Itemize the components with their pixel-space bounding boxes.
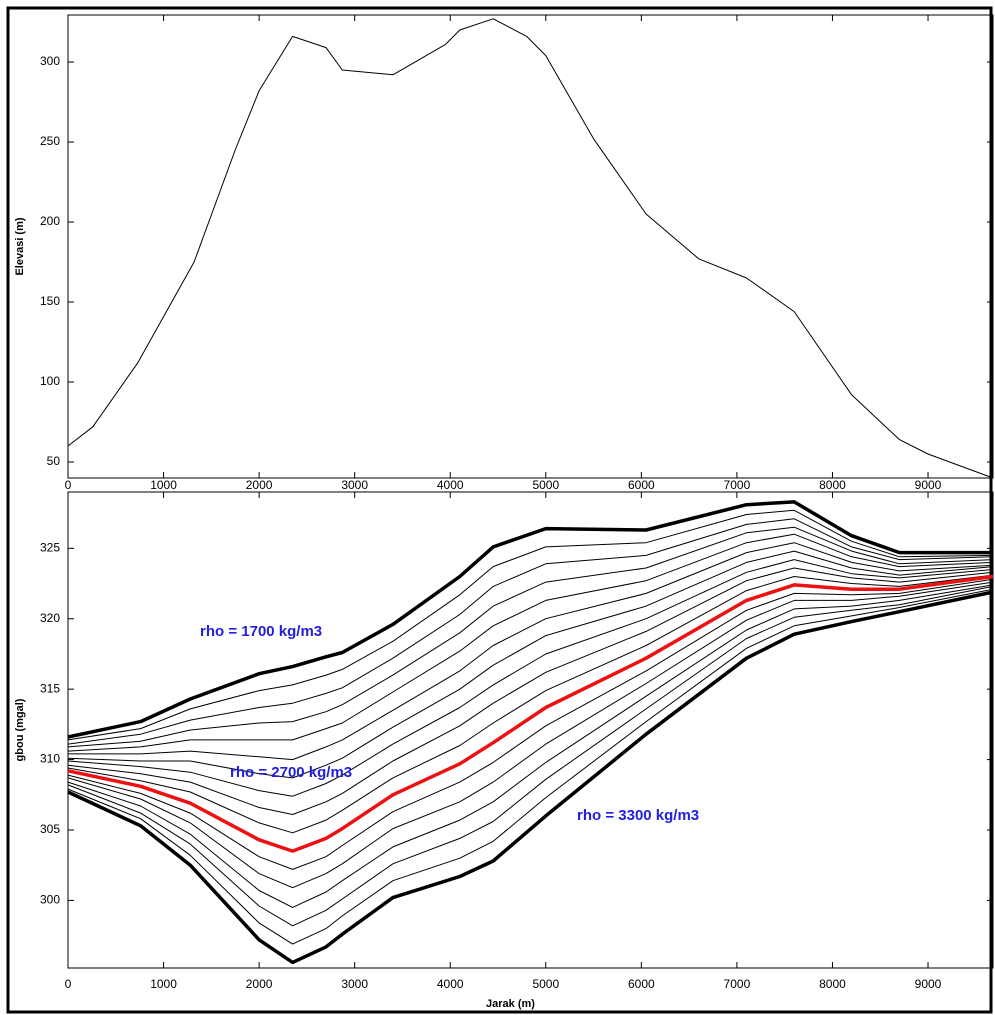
y-tick-label: 305 — [40, 822, 60, 836]
y-tick-label: 300 — [40, 54, 60, 68]
y-tick-label: 250 — [40, 134, 60, 148]
background — [1, 1, 994, 1014]
x-tick-label: 2000 — [246, 478, 273, 492]
y-tick-label: 100 — [40, 374, 60, 388]
x-tick-label: 8000 — [819, 478, 846, 492]
x-tick-label: 1000 — [150, 478, 177, 492]
x-tick-label: 7000 — [724, 478, 751, 492]
y-tick-label: 320 — [40, 611, 60, 625]
x-tick-label: 7000 — [724, 977, 751, 991]
x-tick-label: 0 — [65, 977, 72, 991]
x-tick-label: 5000 — [532, 977, 559, 991]
x-tick-label: 4000 — [437, 478, 464, 492]
annotation: rho = 3300 kg/m3 — [577, 807, 699, 824]
y-tick-label: 325 — [40, 541, 60, 555]
y-tick-label: 200 — [40, 214, 60, 228]
annotation: rho = 2700 kg/m3 — [230, 764, 352, 781]
y-tick-label: 310 — [40, 752, 60, 766]
y-axis-label: gbou (mgal) — [14, 698, 26, 761]
y-axis-label: Elevasi (m) — [14, 217, 26, 275]
x-tick-label: 6000 — [628, 478, 655, 492]
figure: 5010015020025030001000200030004000500060… — [0, 0, 995, 1015]
x-tick-label: 3000 — [341, 478, 368, 492]
x-tick-label: 1000 — [150, 977, 177, 991]
y-tick-label: 150 — [40, 294, 60, 308]
x-tick-label: 8000 — [819, 977, 846, 991]
x-tick-label: 9000 — [915, 478, 942, 492]
y-tick-label: 50 — [47, 454, 61, 468]
y-tick-label: 300 — [40, 893, 60, 907]
annotation: rho = 1700 kg/m3 — [200, 623, 322, 640]
x-tick-label: 6000 — [628, 977, 655, 991]
x-tick-label: 9000 — [915, 977, 942, 991]
x-tick-label: 2000 — [246, 977, 273, 991]
x-tick-label: 3000 — [341, 977, 368, 991]
x-axis-label: Jarak (m) — [486, 998, 535, 1010]
x-tick-label: 5000 — [532, 478, 559, 492]
x-tick-label: 4000 — [437, 977, 464, 991]
y-tick-label: 315 — [40, 681, 60, 695]
x-tick-label: 0 — [65, 478, 72, 492]
